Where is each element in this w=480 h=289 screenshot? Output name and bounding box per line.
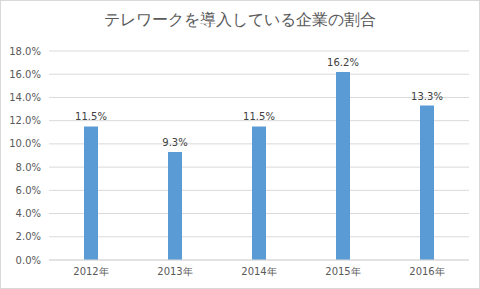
svg-text:11.5%: 11.5% [75,111,107,122]
svg-text:8.0%: 8.0% [16,162,41,173]
svg-text:13.3%: 13.3% [411,91,443,102]
svg-text:11.5%: 11.5% [243,111,275,122]
svg-text:0.0%: 0.0% [16,255,41,266]
svg-text:16.0%: 16.0% [9,69,41,80]
svg-text:2.0%: 2.0% [16,231,41,242]
svg-text:14.0%: 14.0% [9,92,41,103]
svg-text:9.3%: 9.3% [162,137,187,148]
svg-text:2013年: 2013年 [157,266,192,277]
svg-text:4.0%: 4.0% [16,208,41,219]
svg-text:18.0%: 18.0% [9,46,41,57]
svg-text:6.0%: 6.0% [16,185,41,196]
svg-text:2014年: 2014年 [241,266,276,277]
svg-text:12.0%: 12.0% [9,115,41,126]
svg-text:2012年: 2012年 [73,266,108,277]
svg-text:2016年: 2016年 [409,266,444,277]
svg-text:2015年: 2015年 [325,266,360,277]
svg-text:10.0%: 10.0% [9,138,41,149]
html-text:テレワークを導入している企業の割合: テレワークを導入している企業の割合 [104,10,376,29]
svg-text:16.2%: 16.2% [327,57,359,68]
